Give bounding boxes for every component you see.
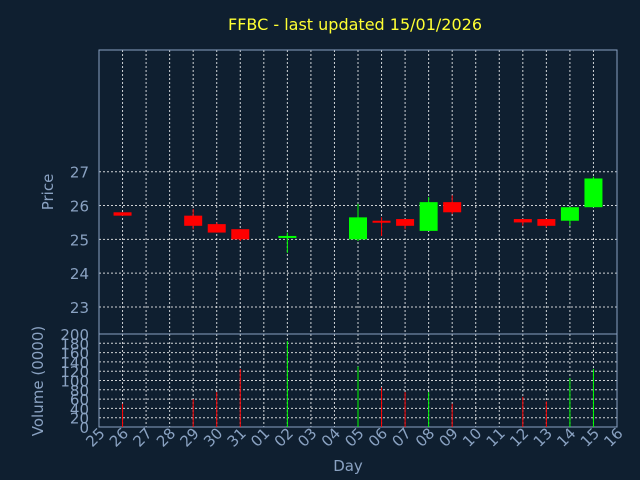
x-tick-label: 29 xyxy=(177,424,203,450)
volume-tick-label: 80 xyxy=(70,382,89,400)
x-tick-label: 12 xyxy=(506,424,532,450)
x-tick-label: 15 xyxy=(577,424,603,450)
x-tick-label: 13 xyxy=(530,424,556,450)
x-tick-label: 16 xyxy=(600,424,626,450)
candle-body xyxy=(372,220,391,223)
x-tick-label: 04 xyxy=(318,424,344,450)
volume-tick-label: 180 xyxy=(60,335,89,353)
volume-tick-label: 200 xyxy=(60,326,89,344)
x-tick-label: 14 xyxy=(553,424,579,450)
price-tick-label: 27 xyxy=(70,164,89,182)
x-tick-label: 03 xyxy=(294,424,320,450)
price-tick-label: 24 xyxy=(70,265,89,283)
x-tick-label: 28 xyxy=(153,424,179,450)
x-tick-label: 01 xyxy=(247,424,273,450)
volume-tick-label: 20 xyxy=(70,410,89,428)
x-tick-label: 06 xyxy=(365,424,391,450)
x-tick-label: 02 xyxy=(271,424,297,450)
x-axis-label: Day xyxy=(333,457,363,475)
volume-tick-label: 120 xyxy=(60,363,89,381)
candle-body xyxy=(537,219,556,226)
x-axis: 2526272829303101020304050607080910111213… xyxy=(82,424,626,450)
volume-axis-label: Volume (0000) xyxy=(29,326,47,436)
volume-tick-label: 0 xyxy=(79,419,89,437)
candle-body xyxy=(443,202,462,213)
candle-body xyxy=(278,235,297,238)
x-tick-label: 27 xyxy=(129,424,155,450)
volume-tick-label: 100 xyxy=(60,373,89,391)
price-panel: 23 24 25 26 27 xyxy=(70,49,618,335)
x-tick-label: 05 xyxy=(341,424,367,450)
candle-body xyxy=(231,229,250,240)
volume-tick-label: 140 xyxy=(60,354,89,372)
x-tick-label: 09 xyxy=(436,424,462,450)
x-tick-label: 26 xyxy=(106,424,132,450)
x-tick-label: 30 xyxy=(200,424,226,450)
price-axis-label: Price xyxy=(39,174,57,211)
candle-body xyxy=(584,178,603,208)
candle-body xyxy=(349,217,367,240)
candle-body xyxy=(419,202,438,231)
candle-body xyxy=(560,207,579,221)
price-tick-label: 23 xyxy=(70,299,89,317)
candle-body xyxy=(513,219,532,223)
candle-body xyxy=(396,219,415,226)
price-tick-label: 26 xyxy=(70,198,89,216)
candle-body xyxy=(184,215,203,226)
price-tick-label: 25 xyxy=(70,231,89,249)
volume-tick-label: 160 xyxy=(60,345,89,363)
x-tick-label: 08 xyxy=(412,424,438,450)
chart-title: FFBC - last updated 15/01/2026 xyxy=(228,15,482,34)
x-tick-label: 10 xyxy=(459,424,485,450)
candle-body xyxy=(207,224,226,233)
x-tick-label: 11 xyxy=(483,424,509,450)
volume-tick-label: 40 xyxy=(70,400,89,418)
candle-body xyxy=(113,212,132,216)
volume-tick-label: 60 xyxy=(70,391,89,409)
x-tick-label: 31 xyxy=(224,424,250,450)
x-tick-label: 07 xyxy=(388,424,414,450)
